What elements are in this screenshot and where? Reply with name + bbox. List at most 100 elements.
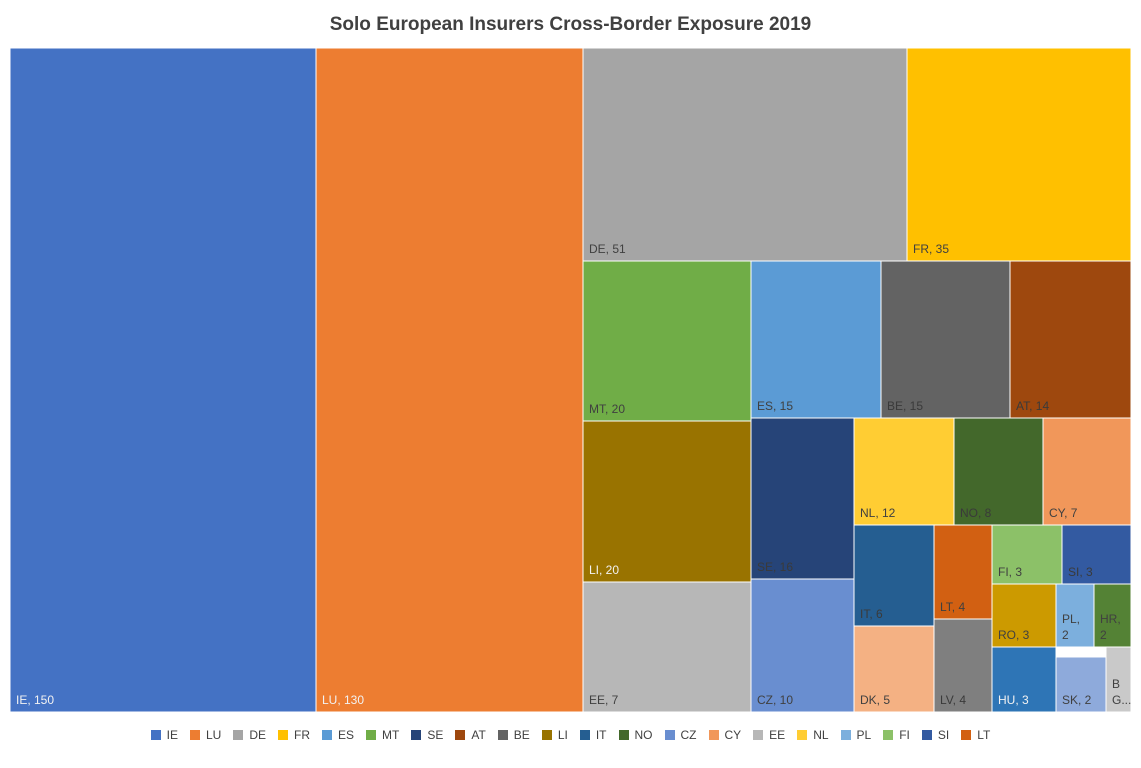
legend-item-pl: PL (840, 728, 872, 742)
legend-label-lu: LU (205, 728, 222, 742)
treemap-rect-be (880, 260, 1011, 419)
treemap-tile-no: NO, 8 (953, 417, 1044, 526)
treemap-tile-lv: LV, 4 (933, 618, 993, 712)
treemap-label-es: ES, 15 (757, 399, 793, 413)
treemap-rect-ee (582, 581, 752, 712)
treemap-rect-lu (315, 48, 584, 712)
treemap-tile-fr: FR, 35 (906, 48, 1131, 262)
legend-item-cz: CZ (664, 728, 697, 742)
legend-label-it: IT (595, 728, 607, 742)
treemap-tile-cz: CZ, 10 (750, 578, 855, 712)
treemap-tile-de: DE, 51 (582, 48, 908, 262)
treemap-label-ie: IE, 150 (16, 693, 54, 707)
treemap-label-be: BE, 15 (887, 399, 923, 413)
treemap-tile-ro: RO, 3 (991, 583, 1057, 648)
legend-label-fr: FR (293, 728, 310, 742)
legend-item-de: DE (233, 728, 266, 742)
treemap-rect-no (953, 417, 1044, 526)
legend-label-cy: CY (724, 728, 742, 742)
treemap-rect-it (853, 524, 935, 627)
treemap-label-mt: MT, 20 (589, 402, 625, 416)
treemap-tile-mt: MT, 20 (582, 260, 752, 422)
treemap-rect-pl (1055, 583, 1095, 648)
legend-swatch-be (497, 730, 508, 740)
treemap-rect-bg (1105, 646, 1131, 712)
treemap-rect-ie (10, 48, 317, 712)
treemap-tile-li: LI, 20 (582, 420, 752, 583)
treemap-label-it: IT, 6 (860, 607, 883, 621)
treemap-label-hu: HU, 3 (998, 693, 1029, 707)
treemap-label-si: SI, 3 (1068, 565, 1093, 579)
legend-swatch-li (541, 730, 552, 740)
legend-item-no: NO (618, 728, 653, 742)
legend-label-li: LI (557, 728, 568, 742)
legend-swatch-lu (189, 730, 200, 740)
legend-label-no: NO (634, 728, 653, 742)
legend-label-at: AT (471, 728, 486, 742)
legend-swatch-ee (753, 730, 764, 740)
treemap-label-fr: FR, 35 (913, 242, 949, 256)
treemap-label-lv: LV, 4 (940, 693, 966, 707)
treemap-tile-es: ES, 15 (750, 260, 882, 419)
treemap-tile-hu: HU, 3 (991, 646, 1057, 712)
legend-item-ie: IE (150, 728, 178, 742)
legend-swatch-fi (883, 730, 894, 740)
legend-label-si: SI (937, 728, 950, 742)
treemap-tile-at: AT, 14 (1009, 260, 1131, 419)
treemap-rect-es (750, 260, 882, 419)
treemap-tile-se: SE, 16 (750, 417, 855, 580)
treemap-rect-de (582, 48, 908, 262)
legend-item-it: IT (579, 728, 607, 742)
treemap-rect-fr (906, 48, 1131, 262)
treemap-tile-lt: LT, 4 (933, 524, 993, 620)
legend-item-es: ES (321, 728, 354, 742)
treemap-rect-lt (933, 524, 993, 620)
treemap-tile-fi: FI, 3 (991, 524, 1063, 585)
legend-item-fr: FR (277, 728, 310, 742)
legend-label-lt: LT (977, 728, 991, 742)
treemap-label-sk: SK, 2 (1062, 693, 1092, 707)
treemap-rect-ro (991, 583, 1057, 648)
treemap-label-hr: 2 (1100, 628, 1107, 642)
treemap-rect-hr (1093, 583, 1131, 648)
treemap-tile-be: BE, 15 (880, 260, 1011, 419)
treemap-label-ro: RO, 3 (998, 628, 1030, 642)
legend-item-lu: LU (189, 728, 222, 742)
treemap-rect-si (1061, 524, 1131, 585)
legend-swatch-nl (797, 730, 808, 740)
treemap-label-at: AT, 14 (1016, 399, 1049, 413)
legend-label-cz: CZ (680, 728, 697, 742)
treemap-tile-dk: DK, 5 (853, 625, 935, 712)
legend-item-at: AT (455, 728, 486, 742)
treemap-rect-dk (853, 625, 935, 712)
legend-label-nl: NL (813, 728, 829, 742)
legend-label-ie: IE (166, 728, 178, 742)
legend-item-mt: MT (366, 728, 399, 742)
legend-label-mt: MT (382, 728, 400, 742)
treemap-label-lt: LT, 4 (940, 600, 965, 614)
legend-swatch-it (579, 730, 590, 740)
treemap-label-fi: FI, 3 (998, 565, 1022, 579)
treemap-rect-li (582, 420, 752, 583)
legend-swatch-si (921, 730, 932, 740)
treemap-label-li: LI, 20 (589, 563, 619, 577)
legend-swatch-at (455, 730, 466, 740)
legend-swatch-lt (961, 730, 972, 740)
legend-label-pl: PL (856, 728, 872, 742)
treemap-tile-pl: PL, 2 (1055, 583, 1095, 648)
treemap-tile-nl: NL, 12 (853, 417, 955, 526)
treemap-rect-sk (1055, 656, 1107, 712)
chart-title: Solo European Insurers Cross-Border Expo… (329, 14, 812, 35)
treemap-rect-at (1009, 260, 1131, 419)
legend-swatch-cz (664, 730, 675, 740)
legend-label-be: BE (513, 728, 530, 742)
legend-swatch-mt (366, 730, 376, 740)
treemap-label-cy: CY, 7 (1049, 506, 1078, 520)
treemap-label-bg: B (1112, 677, 1120, 691)
treemap-rect-se (750, 417, 855, 580)
legend-item-nl: NL (797, 728, 829, 742)
legend-swatch-ie (150, 730, 161, 740)
treemap-tile-ie: IE, 150 (10, 48, 317, 712)
legend-swatch-se (411, 730, 422, 740)
